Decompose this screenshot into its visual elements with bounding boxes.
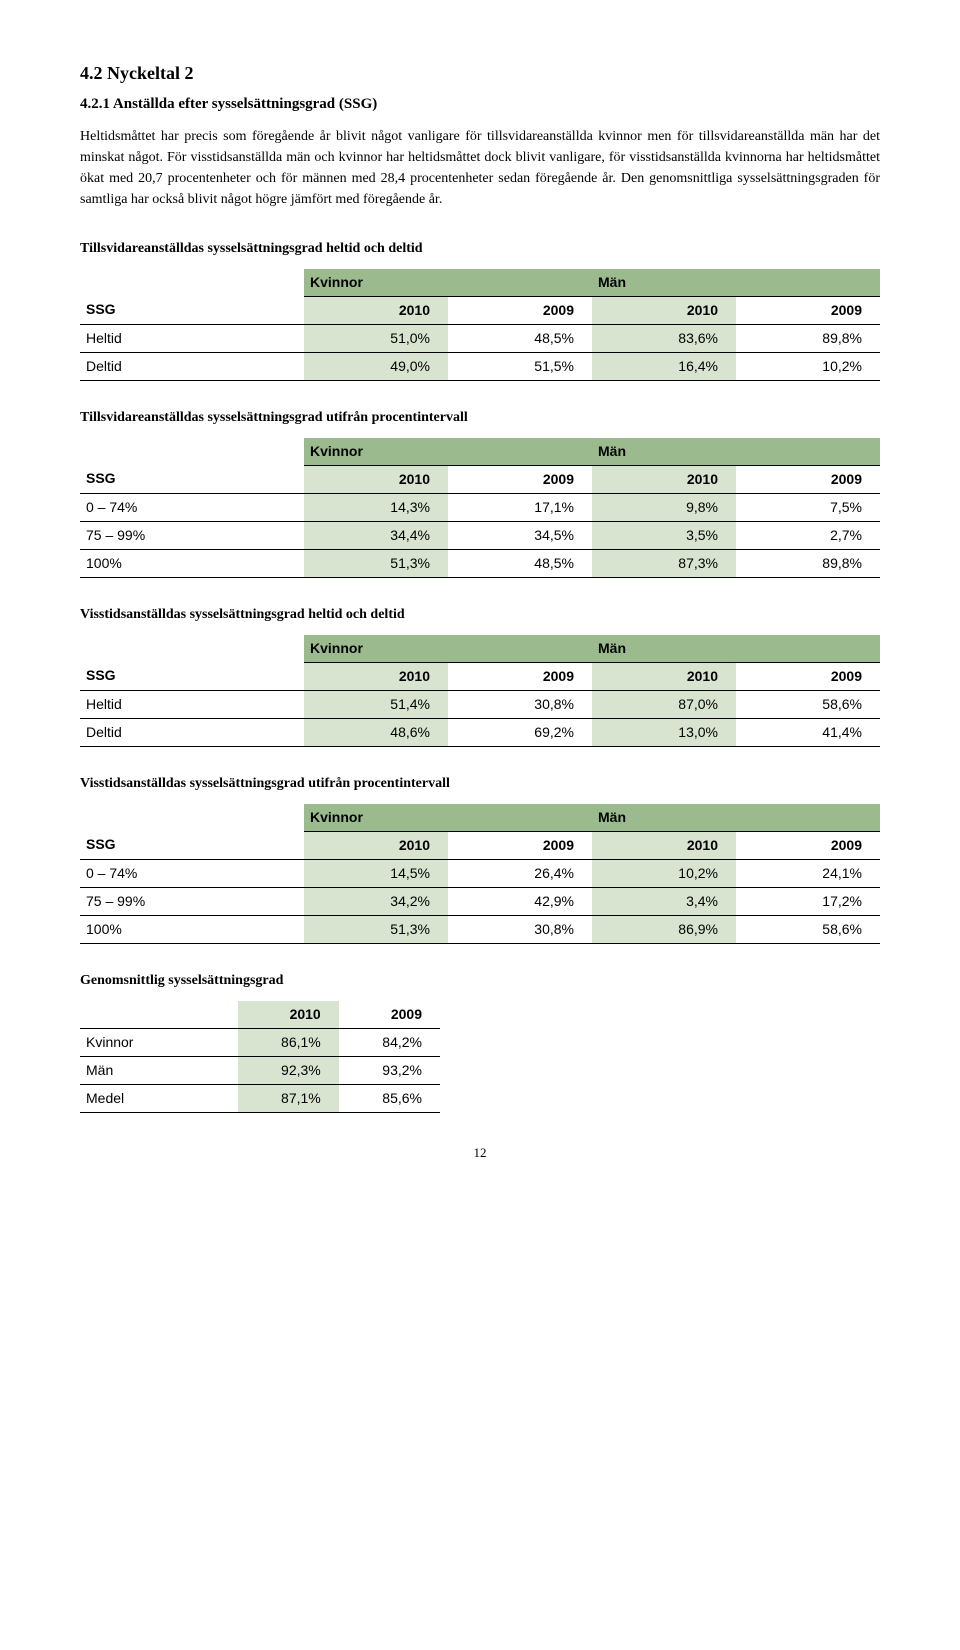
data-table: KvinnorMänSSG2010200920102009Heltid51,4%… [80, 635, 880, 747]
cell: 51,3% [304, 549, 448, 577]
cell: 7,5% [736, 493, 880, 521]
row-label: 100% [80, 915, 304, 943]
data-table: 20102009Kvinnor86,1%84,2%Män92,3%93,2%Me… [80, 1001, 440, 1113]
row-label: Deltid [80, 352, 304, 380]
data-table: KvinnorMänSSG2010200920102009Heltid51,0%… [80, 269, 880, 381]
cell: 86,9% [592, 915, 736, 943]
subsection-heading: 4.2.1 Anställda efter sysselsättningsgra… [80, 93, 880, 116]
table-row: 100%51,3%30,8%86,9%58,6% [80, 915, 880, 943]
cell: 51,5% [448, 352, 592, 380]
cell: 51,0% [304, 324, 448, 352]
body-paragraph: Heltidsmåttet har precis som föregående … [80, 126, 880, 210]
section-heading: 4.2 Nyckeltal 2 [80, 60, 880, 87]
cell: 26,4% [448, 859, 592, 887]
table-row: Deltid49,0%51,5%16,4%10,2% [80, 352, 880, 380]
cell: 58,6% [736, 690, 880, 718]
cell: 86,1% [238, 1028, 339, 1056]
table-title: Genomsnittlig sysselsättningsgrad [80, 970, 880, 991]
table-row: Heltid51,0%48,5%83,6%89,8% [80, 324, 880, 352]
cell: 24,1% [736, 859, 880, 887]
cell: 10,2% [736, 352, 880, 380]
row-label: Kvinnor [80, 1028, 238, 1056]
cell: 13,0% [592, 718, 736, 746]
cell: 34,2% [304, 887, 448, 915]
cell: 69,2% [448, 718, 592, 746]
table-row: 0 – 74%14,3%17,1%9,8%7,5% [80, 493, 880, 521]
cell: 34,4% [304, 521, 448, 549]
table-row: 75 – 99%34,4%34,5%3,5%2,7% [80, 521, 880, 549]
cell: 48,6% [304, 718, 448, 746]
row-label: Heltid [80, 324, 304, 352]
row-label: 75 – 99% [80, 887, 304, 915]
table-row: Heltid51,4%30,8%87,0%58,6% [80, 690, 880, 718]
cell: 14,3% [304, 493, 448, 521]
cell: 85,6% [339, 1084, 440, 1112]
cell: 41,4% [736, 718, 880, 746]
data-table: KvinnorMänSSG20102009201020090 – 74%14,5… [80, 804, 880, 944]
cell: 34,5% [448, 521, 592, 549]
cell: 83,6% [592, 324, 736, 352]
row-label: 0 – 74% [80, 859, 304, 887]
row-label: 100% [80, 549, 304, 577]
data-table: KvinnorMänSSG20102009201020090 – 74%14,3… [80, 438, 880, 578]
cell: 87,3% [592, 549, 736, 577]
cell: 3,4% [592, 887, 736, 915]
row-label: 0 – 74% [80, 493, 304, 521]
table-title: Tillsvidareanställdas sysselsättningsgra… [80, 407, 880, 428]
cell: 89,8% [736, 549, 880, 577]
row-label: Heltid [80, 690, 304, 718]
table-title: Visstidsanställdas sysselsättningsgrad u… [80, 773, 880, 794]
table-title: Visstidsanställdas sysselsättningsgrad h… [80, 604, 880, 625]
cell: 9,8% [592, 493, 736, 521]
page-number: 12 [80, 1143, 880, 1163]
table-row: Män92,3%93,2% [80, 1056, 440, 1084]
table-row: 0 – 74%14,5%26,4%10,2%24,1% [80, 859, 880, 887]
cell: 3,5% [592, 521, 736, 549]
cell: 49,0% [304, 352, 448, 380]
cell: 84,2% [339, 1028, 440, 1056]
cell: 89,8% [736, 324, 880, 352]
table-row: 75 – 99%34,2%42,9%3,4%17,2% [80, 887, 880, 915]
cell: 58,6% [736, 915, 880, 943]
row-label: Deltid [80, 718, 304, 746]
cell: 51,4% [304, 690, 448, 718]
cell: 17,1% [448, 493, 592, 521]
cell: 16,4% [592, 352, 736, 380]
table-row: Deltid48,6%69,2%13,0%41,4% [80, 718, 880, 746]
cell: 87,0% [592, 690, 736, 718]
cell: 92,3% [238, 1056, 339, 1084]
cell: 48,5% [448, 549, 592, 577]
cell: 17,2% [736, 887, 880, 915]
cell: 87,1% [238, 1084, 339, 1112]
cell: 42,9% [448, 887, 592, 915]
table-title: Tillsvidareanställdas sysselsättningsgra… [80, 238, 880, 259]
table-row: Medel87,1%85,6% [80, 1084, 440, 1112]
cell: 93,2% [339, 1056, 440, 1084]
cell: 2,7% [736, 521, 880, 549]
cell: 30,8% [448, 915, 592, 943]
table-row: Kvinnor86,1%84,2% [80, 1028, 440, 1056]
row-label: Män [80, 1056, 238, 1084]
cell: 10,2% [592, 859, 736, 887]
cell: 14,5% [304, 859, 448, 887]
table-row: 100%51,3%48,5%87,3%89,8% [80, 549, 880, 577]
cell: 30,8% [448, 690, 592, 718]
cell: 51,3% [304, 915, 448, 943]
row-label: Medel [80, 1084, 238, 1112]
cell: 48,5% [448, 324, 592, 352]
row-label: 75 – 99% [80, 521, 304, 549]
